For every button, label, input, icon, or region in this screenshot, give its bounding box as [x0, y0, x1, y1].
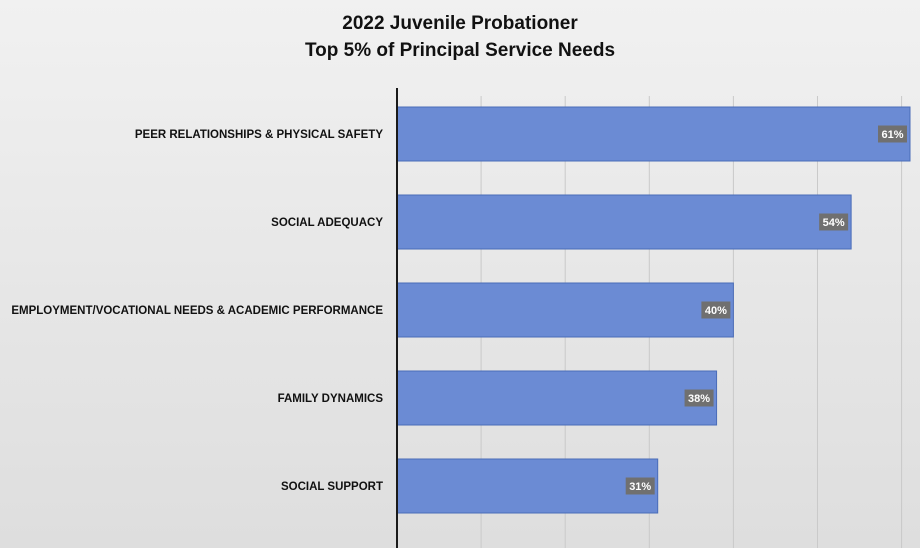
- bar: [396, 370, 718, 426]
- data-label: 31%: [629, 481, 651, 493]
- data-label: 38%: [688, 393, 710, 405]
- data-label: 54%: [823, 217, 845, 229]
- category-label: EMPLOYMENT/VOCATIONAL NEEDS & ACADEMIC P…: [11, 305, 383, 317]
- bar: [396, 106, 911, 162]
- category-label: SOCIAL ADEQUACY: [271, 217, 383, 229]
- category-label: SOCIAL SUPPORT: [281, 481, 383, 493]
- category-label: PEER RELATIONSHIPS & PHYSICAL SAFETY: [135, 129, 383, 141]
- category-label: FAMILY DYNAMICS: [278, 393, 384, 405]
- data-label-box: [878, 125, 907, 143]
- chart-title-line-1: 2022 Juvenile Probationer: [342, 13, 578, 34]
- data-label-box: [819, 213, 849, 231]
- data-label-box: [701, 301, 731, 319]
- data-label: 40%: [705, 305, 727, 317]
- data-label: 61%: [881, 129, 903, 141]
- bar: [396, 458, 659, 514]
- bar: [396, 194, 852, 250]
- data-label-box: [625, 477, 655, 495]
- data-label-box: [684, 389, 714, 407]
- bar: [396, 282, 734, 338]
- chart-title: 2022 Juvenile Probationer Top 5% of Prin…: [0, 10, 920, 64]
- chart-title-line-2: Top 5% of Principal Service Needs: [304, 40, 616, 61]
